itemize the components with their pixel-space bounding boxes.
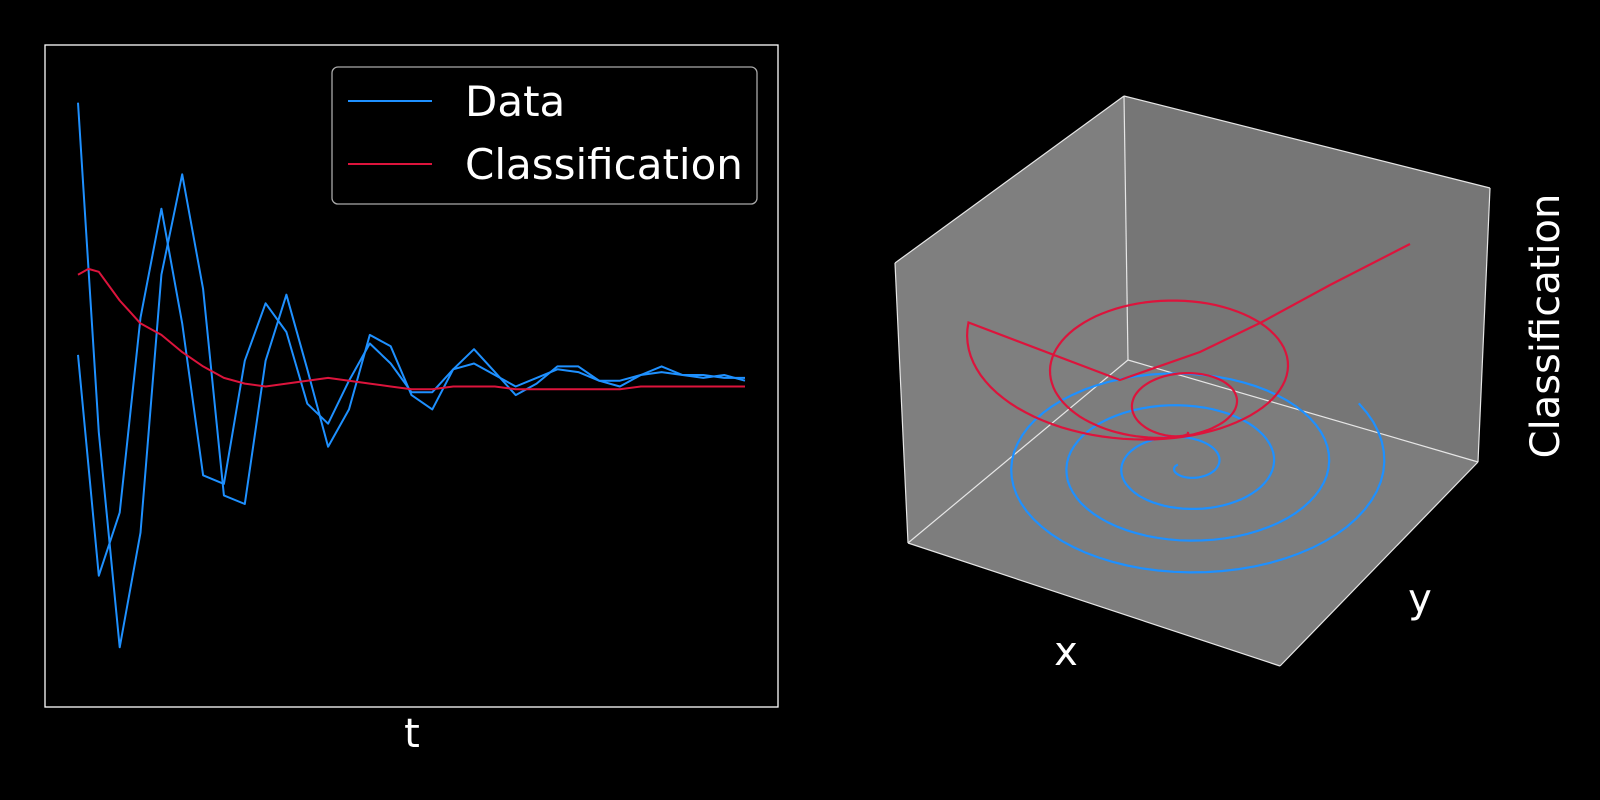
3d-spiral-chart: x y Classification <box>894 95 1569 675</box>
series-line-2 <box>77 267 745 391</box>
edge-right-vertical <box>1477 187 1491 463</box>
left-plot-frame <box>44 44 779 708</box>
edge-front-left <box>907 542 1281 667</box>
legend-box <box>331 66 758 205</box>
left-series-lines <box>77 102 746 649</box>
edge-front-right <box>1279 461 1479 667</box>
time-series-chart: t Data Classification <box>44 44 779 757</box>
edge-left-vertical <box>894 262 909 544</box>
edge-top-left <box>894 95 1125 264</box>
edge-top-right <box>1123 95 1491 189</box>
3d-classification-spiral <box>965 243 1411 441</box>
pane-edges <box>894 95 1491 667</box>
3d-data-spiral <box>1010 372 1386 574</box>
edge-floor-left <box>907 359 1129 544</box>
3d-z-axis-label: Classification <box>1523 194 1569 459</box>
series-line-1 <box>77 207 745 577</box>
legend-classification-label: Classification <box>465 140 743 189</box>
legend-data-label: Data <box>465 77 565 126</box>
pane-back-right <box>1124 96 1490 462</box>
3d-x-axis-label: x <box>1054 629 1078 675</box>
legend: Data Classification <box>331 66 758 205</box>
edge-back-vertical <box>1123 95 1129 361</box>
x-axis-label: t <box>404 711 420 757</box>
pane-back-left <box>895 96 1128 543</box>
series-line-0 <box>77 102 746 649</box>
3d-y-axis-label: y <box>1408 576 1432 622</box>
